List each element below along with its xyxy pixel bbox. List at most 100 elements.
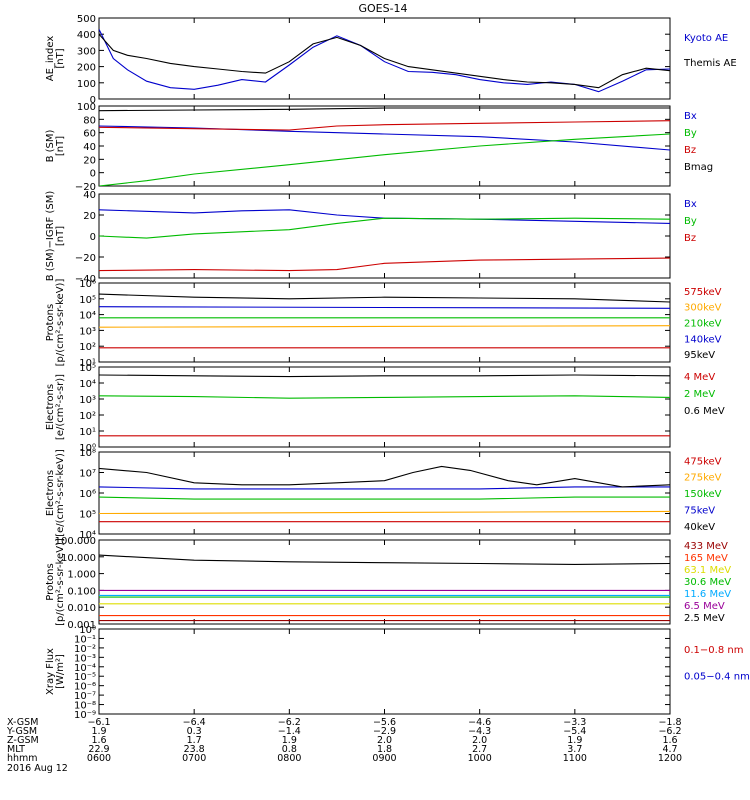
legend-entry: Bz — [684, 233, 696, 244]
panel-frame — [98, 105, 671, 187]
figure-title: GOES-14 — [358, 2, 407, 15]
panel-frame — [98, 366, 671, 448]
y-axis-title: [p/(cm²-s-sr-keV)] — [55, 279, 66, 367]
footer-value: 1.7 — [187, 735, 202, 746]
legend-entry: 575keV — [684, 287, 722, 298]
y-tick-label: 10⁵ — [79, 510, 96, 521]
y-tick-label: 10⁻⁸ — [74, 701, 96, 712]
y-tick-label: 10⁸ — [79, 448, 96, 459]
y-tick-label: 10⁻⁵ — [74, 672, 96, 683]
y-tick-label: 400 — [77, 30, 96, 41]
y-tick-label: 60 — [83, 129, 96, 140]
legend-entry: Bx — [684, 199, 697, 210]
y-tick-label: 10⁴ — [79, 530, 96, 541]
footer-value: −2.9 — [373, 726, 396, 737]
y-tick-label: 300 — [77, 46, 96, 57]
y-axis-title: Protons — [45, 304, 56, 341]
footer-row-label: Y-GSM — [6, 726, 37, 737]
legend-entry: 210keV — [684, 318, 722, 329]
y-axis-title: B (SM) — [45, 129, 56, 162]
y-tick-label: 40 — [83, 142, 96, 153]
y-tick-label: 10⁻⁶ — [74, 682, 96, 693]
legend-entry: 140keV — [684, 334, 722, 345]
footer-value: −4.3 — [468, 726, 491, 737]
footer-value: −1.8 — [658, 717, 681, 728]
panel-7: 0.001 0.010 0.100 1.000 10.000 100.000 Protons… — [45, 536, 731, 631]
y-tick-label: 10⁴ — [79, 379, 96, 390]
y-tick-label: 10⁶ — [79, 279, 96, 290]
panel-frame — [98, 628, 671, 715]
footer-value: 1200 — [658, 753, 682, 764]
panel-2: −20 0 20 40 60 80 100 B (SM) [nT] Bx By Bz Bmag — [45, 102, 713, 193]
series-line-150kev — [99, 496, 670, 500]
series-line-75kev — [99, 486, 670, 490]
series-line-by — [99, 133, 670, 186]
footer-value: 1.9 — [567, 735, 582, 746]
legend-entry: Bx — [684, 111, 697, 122]
series-line-by — [99, 217, 670, 239]
y-tick-label: 10⁵ — [79, 363, 96, 374]
y-tick-label: 0 — [90, 169, 96, 180]
legend-entry: Themis AE — [683, 58, 737, 69]
series-line-140kev — [99, 306, 670, 309]
footer-value: 0600 — [87, 753, 111, 764]
footer-value: 3.7 — [567, 744, 582, 755]
footer-row-label: Z-GSM — [7, 735, 39, 746]
legend-entry: 165 MeV — [684, 553, 728, 564]
series-line-40kev — [99, 465, 670, 488]
y-axis-title: [e/(cm²-s-sr-keV)] — [55, 449, 66, 537]
y-tick-label: 10⁻⁴ — [74, 663, 96, 674]
legend-entry: 2 MeV — [684, 389, 715, 400]
legend-entry: By — [684, 216, 697, 227]
y-tick-label: 0.010 — [67, 603, 96, 614]
legend-entry: 95keV — [684, 350, 715, 361]
footer-row-label: MLT — [7, 744, 25, 755]
y-tick-label: −20 — [75, 253, 96, 264]
y-axis-title: Xray Flux — [45, 648, 56, 695]
y-axis-title: Electrons — [45, 384, 56, 430]
y-tick-label: 20 — [83, 211, 96, 222]
legend-entry: 30.6 MeV — [684, 577, 731, 588]
footer-value: −5.4 — [563, 726, 586, 737]
footer-row-label: hhmm — [7, 753, 38, 764]
series-line-themis-ae — [99, 33, 670, 89]
legend-entry: By — [684, 128, 697, 139]
footer-ephemeris: X-GSMY-GSMZ-GSMMLThhmm−6.11.91.622.90600… — [6, 717, 682, 774]
y-tick-label: 10⁻² — [74, 644, 96, 655]
series-line-bx — [99, 125, 670, 151]
footer-value: −6.1 — [87, 717, 110, 728]
series-line-2-mev — [99, 395, 670, 399]
footer-value: 1.6 — [662, 735, 677, 746]
panel-frame — [98, 539, 671, 625]
legend-entry: 6.5 MeV — [684, 601, 725, 612]
legend-entry: 0.05−0.4 nm — [684, 671, 750, 682]
y-tick-label: 10² — [79, 342, 96, 353]
y-axis-title: AE_index — [45, 36, 56, 82]
series-line-275kev — [99, 510, 670, 515]
y-axis-title: [nT] — [55, 48, 66, 68]
series-line-bx — [99, 209, 670, 224]
footer-value: −4.6 — [468, 717, 491, 728]
y-tick-label: 40 — [83, 190, 96, 201]
footer-value: −1.4 — [278, 726, 301, 737]
series-line-2-5-mev — [99, 554, 670, 565]
y-tick-label: 10⁷ — [79, 469, 96, 480]
footer-value: 1.6 — [91, 735, 106, 746]
panel-6: 10⁴ 10⁵ 10⁶ 10⁷ 10⁸ Electrons [e/(cm²-s-sr-keV… — [45, 448, 722, 541]
panel-8: 10⁻⁹10⁻⁸10⁻⁷10⁻⁶10⁻⁵10⁻⁴10⁻³10⁻²10⁻¹10⁰ X… — [45, 625, 750, 721]
y-tick-label: 10⁶ — [79, 489, 96, 500]
legend-entry: 300keV — [684, 303, 722, 314]
y-tick-label: 10² — [79, 411, 96, 422]
y-axis-title: [nT] — [55, 136, 66, 156]
legend-entry: 433 MeV — [684, 541, 728, 552]
series-line-95kev — [99, 293, 670, 303]
y-tick-label: 10⁻¹ — [74, 634, 96, 645]
footer-value: 1.9 — [282, 735, 297, 746]
footer-value: 2.0 — [377, 735, 392, 746]
y-tick-label: 10⁵ — [79, 295, 96, 306]
footer-value: 0.8 — [282, 744, 297, 755]
y-tick-label: 10⁴ — [79, 311, 96, 322]
footer-value: 0800 — [277, 753, 301, 764]
legend-entry: Kyoto AE — [684, 33, 728, 44]
footer-value: −6.2 — [658, 726, 681, 737]
